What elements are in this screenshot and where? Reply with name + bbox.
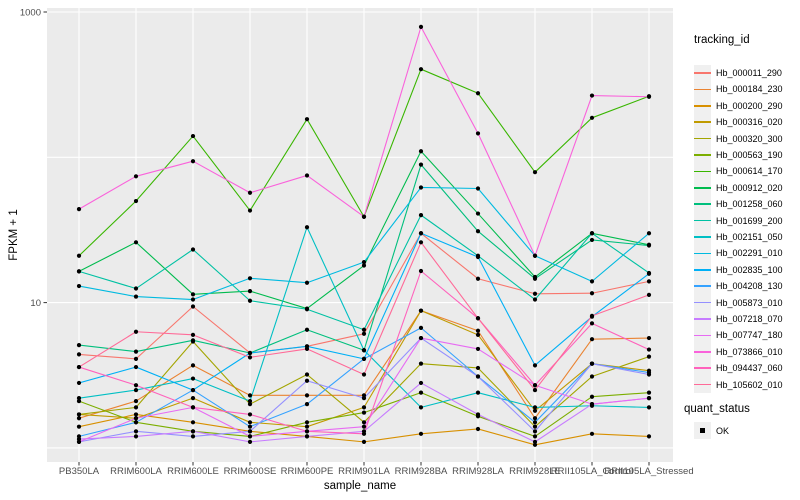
legend-entry-Hb_000316_020: Hb_000316_020	[694, 113, 783, 131]
legend-key-icon	[694, 343, 711, 361]
legend-key-icon	[694, 310, 711, 328]
x-tick-label: RRIM928LA	[452, 466, 504, 477]
legend-key-icon	[694, 277, 711, 295]
legend-entry-label: Hb_002835_100	[716, 264, 783, 275]
legend-entry-Hb_004208_130: Hb_004208_130	[694, 277, 783, 295]
axis-labels: 1000 10 PB350LA RRIM600LA RRIM600LE RRIM600SE…	[20, 7, 694, 477]
legend-entry-Hb_000320_300: Hb_000320_300	[694, 130, 783, 148]
legend-entry-label: Hb_105602_010	[716, 379, 783, 390]
y-tick-label: 10	[30, 298, 41, 309]
legend-title-quant-status: quant_status	[684, 403, 750, 415]
legend-entry-Hb_000200_290: Hb_000200_290	[694, 97, 783, 115]
legend-key-icon	[694, 146, 711, 164]
data-points	[76, 24, 652, 447]
quant-ok-key-icon	[694, 422, 711, 439]
legend-entry-Hb_000011_290: Hb_000011_290	[694, 64, 782, 82]
x-tick-label: RRIM928BA	[395, 466, 448, 477]
legend-entry-label: Hb_007747_180	[716, 330, 783, 341]
x-axis-title: sample_name	[323, 480, 397, 492]
legend-entry-Hb_000563_190: Hb_000563_190	[694, 146, 783, 164]
legend-entry-label: Hb_002151_050	[716, 232, 783, 242]
legend-entry-label: Hb_000011_290	[716, 68, 782, 78]
legend-key-icon	[694, 261, 711, 279]
x-tick-label: RRII105LA_Stressed	[604, 466, 693, 477]
legend-key-icon	[694, 162, 711, 180]
x-tick-label: RRIM901LA	[338, 466, 390, 477]
x-tick-label: RRIM928LE	[509, 466, 561, 477]
x-tick-label: RRII105LA_Control	[551, 466, 633, 477]
legend-entry-label: Hb_000912_020	[716, 182, 783, 193]
legend-entry-label: Hb_094437_060	[716, 363, 783, 374]
legend-entry-quant-ok: OK	[694, 422, 729, 439]
legend-entry-Hb_007218_070: Hb_007218_070	[694, 310, 783, 328]
legend-key-icon	[694, 228, 711, 246]
legend-key-icon	[694, 179, 711, 197]
legend-entry-label: Hb_004208_130	[716, 281, 783, 292]
x-tick-label: RRIM600SE	[224, 466, 277, 477]
legend-entry-Hb_001258_060: Hb_001258_060	[694, 195, 783, 213]
legend-entry-label: Hb_073866_010	[716, 346, 783, 357]
legend-key-icon	[694, 212, 711, 230]
legend-entry-Hb_002291_010: Hb_002291_010	[694, 244, 783, 262]
legend-entry-label: Hb_000320_300	[716, 133, 783, 144]
legend-key-icon	[694, 130, 711, 148]
x-tick-label: RRIM600PE	[281, 466, 334, 477]
legend-entry-Hb_000614_170: Hb_000614_170	[694, 162, 783, 180]
legend-entry-Hb_005873_010: Hb_005873_010	[694, 294, 783, 312]
legend: tracking_id Hb_000011_290 Hb_000184_230 Hb…	[680, 0, 800, 500]
chart-panel	[47, 8, 673, 462]
legend-entry-Hb_094437_060: Hb_094437_060	[694, 359, 783, 377]
legend-entry-label: Hb_002291_010	[716, 248, 783, 259]
legend-entry-Hb_000184_230: Hb_000184_230	[694, 80, 783, 98]
legend-entry-label: OK	[716, 425, 730, 436]
legend-entry-Hb_105602_010: Hb_105602_010	[694, 376, 783, 394]
legend-key-icon	[694, 97, 711, 115]
legend-key-icon	[694, 294, 711, 312]
legend-key-icon	[694, 64, 711, 82]
legend-entry-Hb_002151_050: Hb_002151_050	[694, 228, 783, 246]
legend-entry-Hb_002835_100: Hb_002835_100	[694, 261, 783, 279]
legend-entry-label: Hb_001699_200	[716, 215, 783, 226]
legend-entry-label: Hb_000614_170	[716, 166, 783, 177]
legend-key-icon	[694, 195, 711, 213]
legend-key-icon	[694, 244, 711, 262]
legend-key-icon	[694, 359, 711, 377]
legend-entry-label: Hb_007218_070	[716, 314, 783, 324]
legend-entry-label: Hb_000184_230	[716, 84, 783, 95]
legend-entry-Hb_073866_010: Hb_073866_010	[694, 343, 783, 361]
legend-key-icon	[694, 113, 711, 131]
legend-title-tracking-id: tracking_id	[694, 34, 750, 46]
legend-entry-label: Hb_001258_060	[716, 199, 783, 210]
legend-entry-label: Hb_005873_010	[716, 297, 783, 308]
legend-entry-label: Hb_000563_190	[716, 150, 783, 160]
x-tick-label: RRIM600LA	[110, 466, 162, 477]
legend-key-icon	[694, 376, 711, 394]
x-tick-label: PB350LA	[59, 466, 100, 477]
legend-entry-Hb_007747_180: Hb_007747_180	[694, 326, 783, 344]
legend-key-icon	[694, 326, 711, 344]
x-tick-label: RRIM600LE	[167, 466, 219, 477]
legend-entry-label: Hb_000200_290	[716, 100, 783, 111]
legend-entry-label: Hb_000316_020	[716, 117, 783, 128]
legend-entry-Hb_001699_200: Hb_001699_200	[694, 212, 783, 230]
y-tick-label: 1000	[20, 7, 41, 18]
legend-entry-Hb_000912_020: Hb_000912_020	[694, 179, 783, 197]
legend-key-icon	[694, 80, 711, 98]
axis-ticks	[43, 11, 650, 466]
y-axis-title: FPKM + 1	[8, 209, 20, 261]
